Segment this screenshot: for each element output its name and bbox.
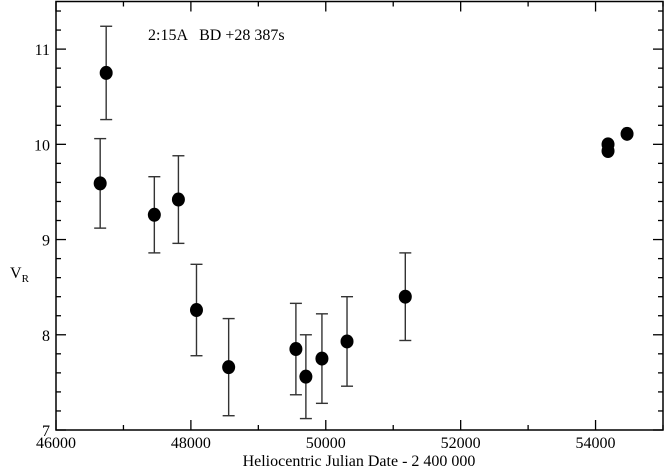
x-tick-label: 50000 — [306, 435, 346, 452]
y-tick-label: 9 — [42, 233, 50, 250]
data-point — [340, 334, 354, 349]
data-point — [147, 207, 161, 222]
y-axis-label-sub: R — [22, 273, 30, 285]
data-point — [189, 303, 203, 318]
data-point — [93, 176, 107, 191]
x-tick-label: 54000 — [576, 435, 616, 452]
axis-ticks — [55, 1, 664, 431]
chart-annotation: 2:15A BD +28 387s — [148, 27, 285, 44]
data-point — [398, 289, 412, 304]
data-point — [222, 360, 236, 375]
plot-frame — [55, 0, 664, 431]
x-tick-label: 46000 — [36, 435, 76, 452]
y-tick-label: 8 — [42, 328, 50, 345]
x-tick-label: 48000 — [171, 435, 211, 452]
data-points — [93, 25, 634, 420]
data-point — [315, 351, 329, 366]
data-point — [620, 126, 634, 141]
y-axis-label: VR — [10, 265, 30, 285]
data-point — [299, 369, 313, 384]
x-tick-labels: 46000 48000 50000 52000 54000 — [36, 435, 616, 452]
data-point — [601, 143, 615, 158]
y-tick-label: 11 — [35, 42, 50, 59]
data-point — [99, 65, 113, 80]
y-axis-label-main: V — [10, 265, 22, 282]
data-point — [289, 342, 303, 357]
x-tick-label: 52000 — [441, 435, 481, 452]
y-tick-label: 10 — [34, 137, 50, 154]
y-tick-labels: 7 8 9 10 11 — [34, 42, 50, 440]
y-tick-label: 7 — [42, 423, 50, 440]
data-point — [171, 192, 185, 207]
x-axis-label: Heliocentric Julian Date - 2 400 000 — [243, 453, 476, 468]
